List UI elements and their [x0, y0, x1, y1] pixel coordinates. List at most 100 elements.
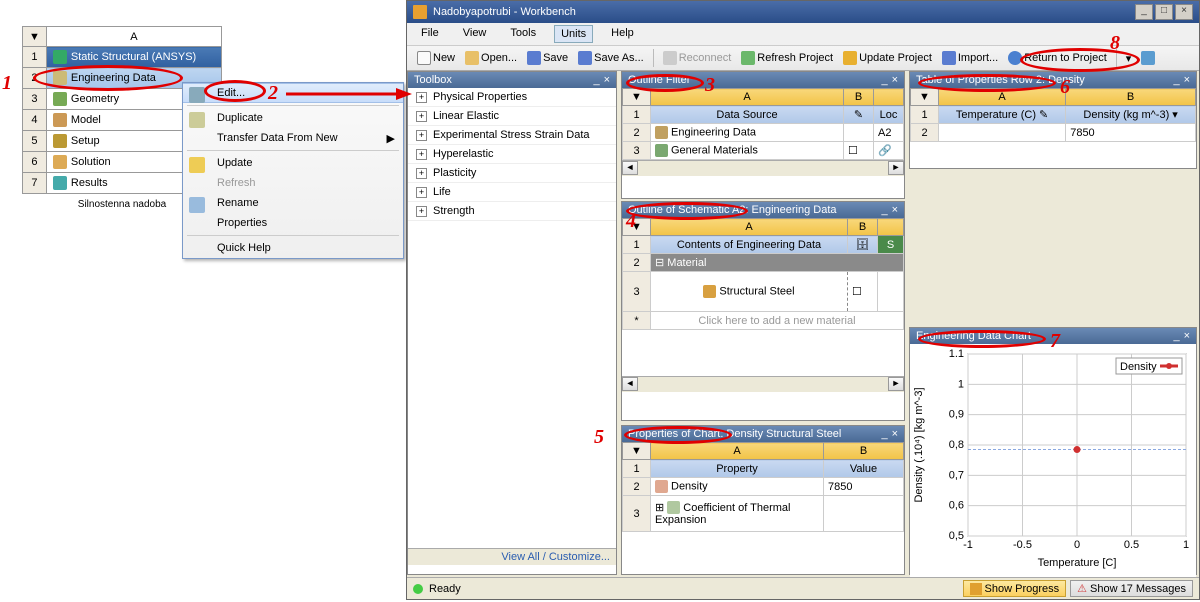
tb-reconnect: Reconnect — [659, 49, 736, 67]
menu-label: Quick Help — [217, 242, 271, 254]
toolbox-item[interactable]: +Hyperelastic — [408, 145, 616, 164]
col-b: B — [824, 443, 904, 460]
undock-icon[interactable]: _ — [593, 74, 599, 86]
toolbox-item[interactable]: +Life — [408, 183, 616, 202]
expand-icon[interactable]: + — [416, 168, 427, 179]
toolbox-item[interactable]: +Strength — [408, 202, 616, 221]
rn: 1 — [911, 106, 939, 124]
edit-icon[interactable]: ✎ — [844, 106, 874, 124]
tb-filter[interactable] — [1137, 49, 1159, 67]
svg-text:0,7: 0,7 — [949, 469, 964, 481]
row-num: 5 — [23, 131, 47, 152]
tb-saveas[interactable]: Save As... — [574, 49, 648, 67]
tb-update[interactable]: Update Project — [839, 49, 936, 67]
tb-save[interactable]: Save — [523, 49, 572, 67]
val-density[interactable]: 7850 — [824, 478, 904, 496]
menu-sep — [187, 150, 399, 151]
toolbox-item[interactable]: +Experimental Stress Strain Data — [408, 126, 616, 145]
menu-refresh: Refresh — [183, 173, 403, 193]
cell-static-structural[interactable]: Static Structural (ANSYS) — [46, 47, 221, 68]
row-gen-materials[interactable]: General Materials — [651, 142, 844, 160]
row-structural-steel[interactable]: Structural Steel — [651, 272, 848, 312]
cell-density[interactable]: 7850 — [1066, 124, 1196, 142]
undock-icon[interactable]: _ — [1173, 330, 1179, 342]
row-num: 7 — [23, 173, 47, 194]
corner: ▼ — [911, 89, 939, 106]
close-icon[interactable]: × — [892, 428, 898, 440]
prop-density[interactable]: Density — [651, 478, 824, 496]
close-icon[interactable]: × — [1184, 74, 1190, 86]
close-icon[interactable]: × — [1184, 330, 1190, 342]
menu-units[interactable]: Units — [554, 25, 593, 43]
expand-icon[interactable]: + — [416, 206, 427, 217]
menu-transfer[interactable]: Transfer Data From New▶ — [183, 128, 403, 148]
show-messages-button[interactable]: ⚠Show 17 Messages — [1070, 580, 1193, 597]
link-icon[interactable]: 🔗 — [874, 142, 904, 160]
menu-file[interactable]: File — [415, 25, 445, 43]
tb-new[interactable]: New — [413, 49, 459, 67]
toolbox-item[interactable]: +Physical Properties — [408, 88, 616, 107]
svg-text:-1: -1 — [963, 539, 973, 551]
menu-duplicate[interactable]: Duplicate — [183, 108, 403, 128]
undock-icon[interactable]: _ — [881, 74, 887, 86]
tb-return[interactable]: Return to Project — [1004, 49, 1111, 67]
checkbox[interactable]: ☐ — [848, 272, 878, 312]
cell-label: Solution — [71, 156, 111, 168]
header-s: S — [878, 236, 904, 254]
expand-icon[interactable]: + — [416, 111, 427, 122]
svg-text:Density: Density — [1120, 361, 1157, 373]
row-num: 3 — [23, 89, 47, 110]
tb-import[interactable]: Import... — [938, 49, 1002, 67]
cell-temp[interactable] — [939, 124, 1066, 142]
filter-icon[interactable]: 🗄 — [848, 236, 878, 254]
app-icon — [413, 5, 427, 19]
menu-update[interactable]: Update — [183, 153, 403, 173]
rn: 1 — [623, 460, 651, 478]
toolbox-item[interactable]: +Linear Elastic — [408, 107, 616, 126]
menu-label: Refresh — [217, 177, 256, 189]
tb-refresh[interactable]: Refresh Project — [737, 49, 837, 67]
checkbox[interactable]: ☐ — [844, 142, 874, 160]
panel-title: Outline of Schematic A2: Engineering Dat… — [622, 202, 904, 218]
rn: 2 — [911, 124, 939, 142]
group-material[interactable]: ⊟ Material — [651, 254, 904, 272]
expand-icon[interactable]: + — [416, 130, 427, 141]
tb-open[interactable]: Open... — [461, 49, 521, 67]
toolbox-panel: Toolbox_× +Physical Properties+Linear El… — [407, 71, 617, 575]
toolbox-item[interactable]: +Plasticity — [408, 164, 616, 183]
cell-loc: A2 — [874, 124, 904, 142]
minimize-button[interactable]: _ — [1135, 4, 1153, 20]
maximize-button[interactable]: □ — [1155, 4, 1173, 20]
menu-quickhelp[interactable]: Quick Help — [183, 238, 403, 258]
menu-rename[interactable]: Rename — [183, 193, 403, 213]
tb-dropdown[interactable]: ▾ — [1122, 50, 1136, 67]
show-progress-button[interactable]: Show Progress — [963, 580, 1067, 597]
view-all-link[interactable]: View All / Customize... — [501, 551, 610, 563]
close-icon[interactable]: × — [892, 204, 898, 216]
menu-help[interactable]: Help — [605, 25, 640, 43]
scrollbar-x[interactable]: ◄► — [622, 376, 904, 392]
annotation-5: 5 — [594, 426, 604, 449]
menu-tools[interactable]: Tools — [504, 25, 542, 43]
col-b: B — [848, 219, 878, 236]
undock-icon[interactable]: _ — [881, 204, 887, 216]
undock-icon[interactable]: _ — [1173, 74, 1179, 86]
close-icon[interactable]: × — [892, 74, 898, 86]
prop-cte[interactable]: ⊞ Coefficient of Thermal Expansion — [651, 496, 824, 532]
rn: 2 — [623, 478, 651, 496]
menu-view[interactable]: View — [457, 25, 493, 43]
close-button[interactable]: × — [1175, 4, 1193, 20]
svg-text:1: 1 — [958, 378, 964, 390]
expand-icon[interactable]: + — [416, 149, 427, 160]
expand-icon[interactable]: + — [416, 92, 427, 103]
add-material-placeholder[interactable]: Click here to add a new material — [651, 312, 904, 330]
rn-star: * — [623, 312, 651, 330]
annotation-3: 3 — [705, 74, 715, 97]
expand-icon[interactable]: + — [416, 187, 427, 198]
row-eng-data[interactable]: Engineering Data — [651, 124, 844, 142]
undock-icon[interactable]: _ — [881, 428, 887, 440]
table-props-panel: Table of Properties Row 2: Density_× ▼AB… — [909, 71, 1197, 169]
menu-properties[interactable]: Properties — [183, 213, 403, 233]
scrollbar-x[interactable]: ◄► — [622, 160, 904, 176]
close-icon[interactable]: × — [604, 74, 610, 86]
